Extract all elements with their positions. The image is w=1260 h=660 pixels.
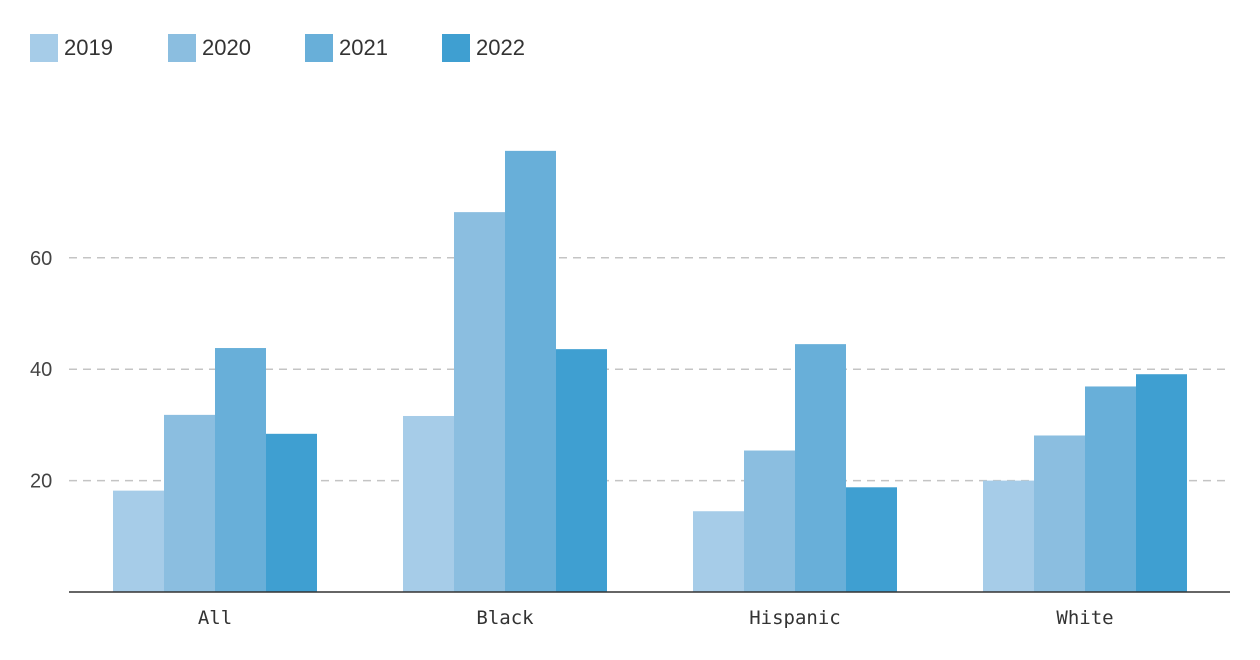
bar-white-2021 [1085,386,1136,592]
bar-black-2019 [403,415,454,592]
legend-label-2020: 2020 [202,35,251,60]
bar-white-2020 [1034,435,1085,592]
bar-all-2022 [266,433,317,592]
bar-hispanic-2020 [744,450,795,592]
x-tick-label-all: All [198,607,232,629]
bar-black-2021 [505,150,556,592]
bar-black-2020 [454,212,505,592]
y-tick-label-background [24,243,66,272]
legend: 2019 2020 2021 2022 [30,34,525,62]
x-tick-label-black: Black [476,607,534,629]
bar-all-2019 [113,490,164,592]
bars [113,150,1187,592]
x-tick-label-white: White [1056,607,1113,629]
bar-black-2022 [556,349,607,592]
bar-all-2020 [164,414,215,592]
bar-all-2021 [215,348,266,592]
y-tick-label-background [24,466,66,495]
y-tick-label-60: 60 [30,248,52,270]
bar-hispanic-2021 [795,344,846,592]
bar-white-2022 [1136,374,1187,592]
legend-swatch-2020 [168,34,196,62]
bar-hispanic-2019 [693,511,744,592]
legend-swatch-2022 [442,34,470,62]
legend-swatch-2019 [30,34,58,62]
x-tick-labels: All Black Hispanic White [198,607,1114,629]
legend-label-2021: 2021 [339,35,388,60]
x-tick-label-hispanic: Hispanic [749,607,841,629]
legend-label-2019: 2019 [64,35,113,60]
bar-hispanic-2022 [846,487,897,592]
legend-swatch-2021 [305,34,333,62]
bar-white-2019 [983,480,1034,592]
legend-label-2022: 2022 [476,35,525,60]
y-tick-label-background [24,355,66,384]
y-tick-label-20: 20 [30,471,52,493]
y-tick-label-40: 40 [30,359,52,381]
